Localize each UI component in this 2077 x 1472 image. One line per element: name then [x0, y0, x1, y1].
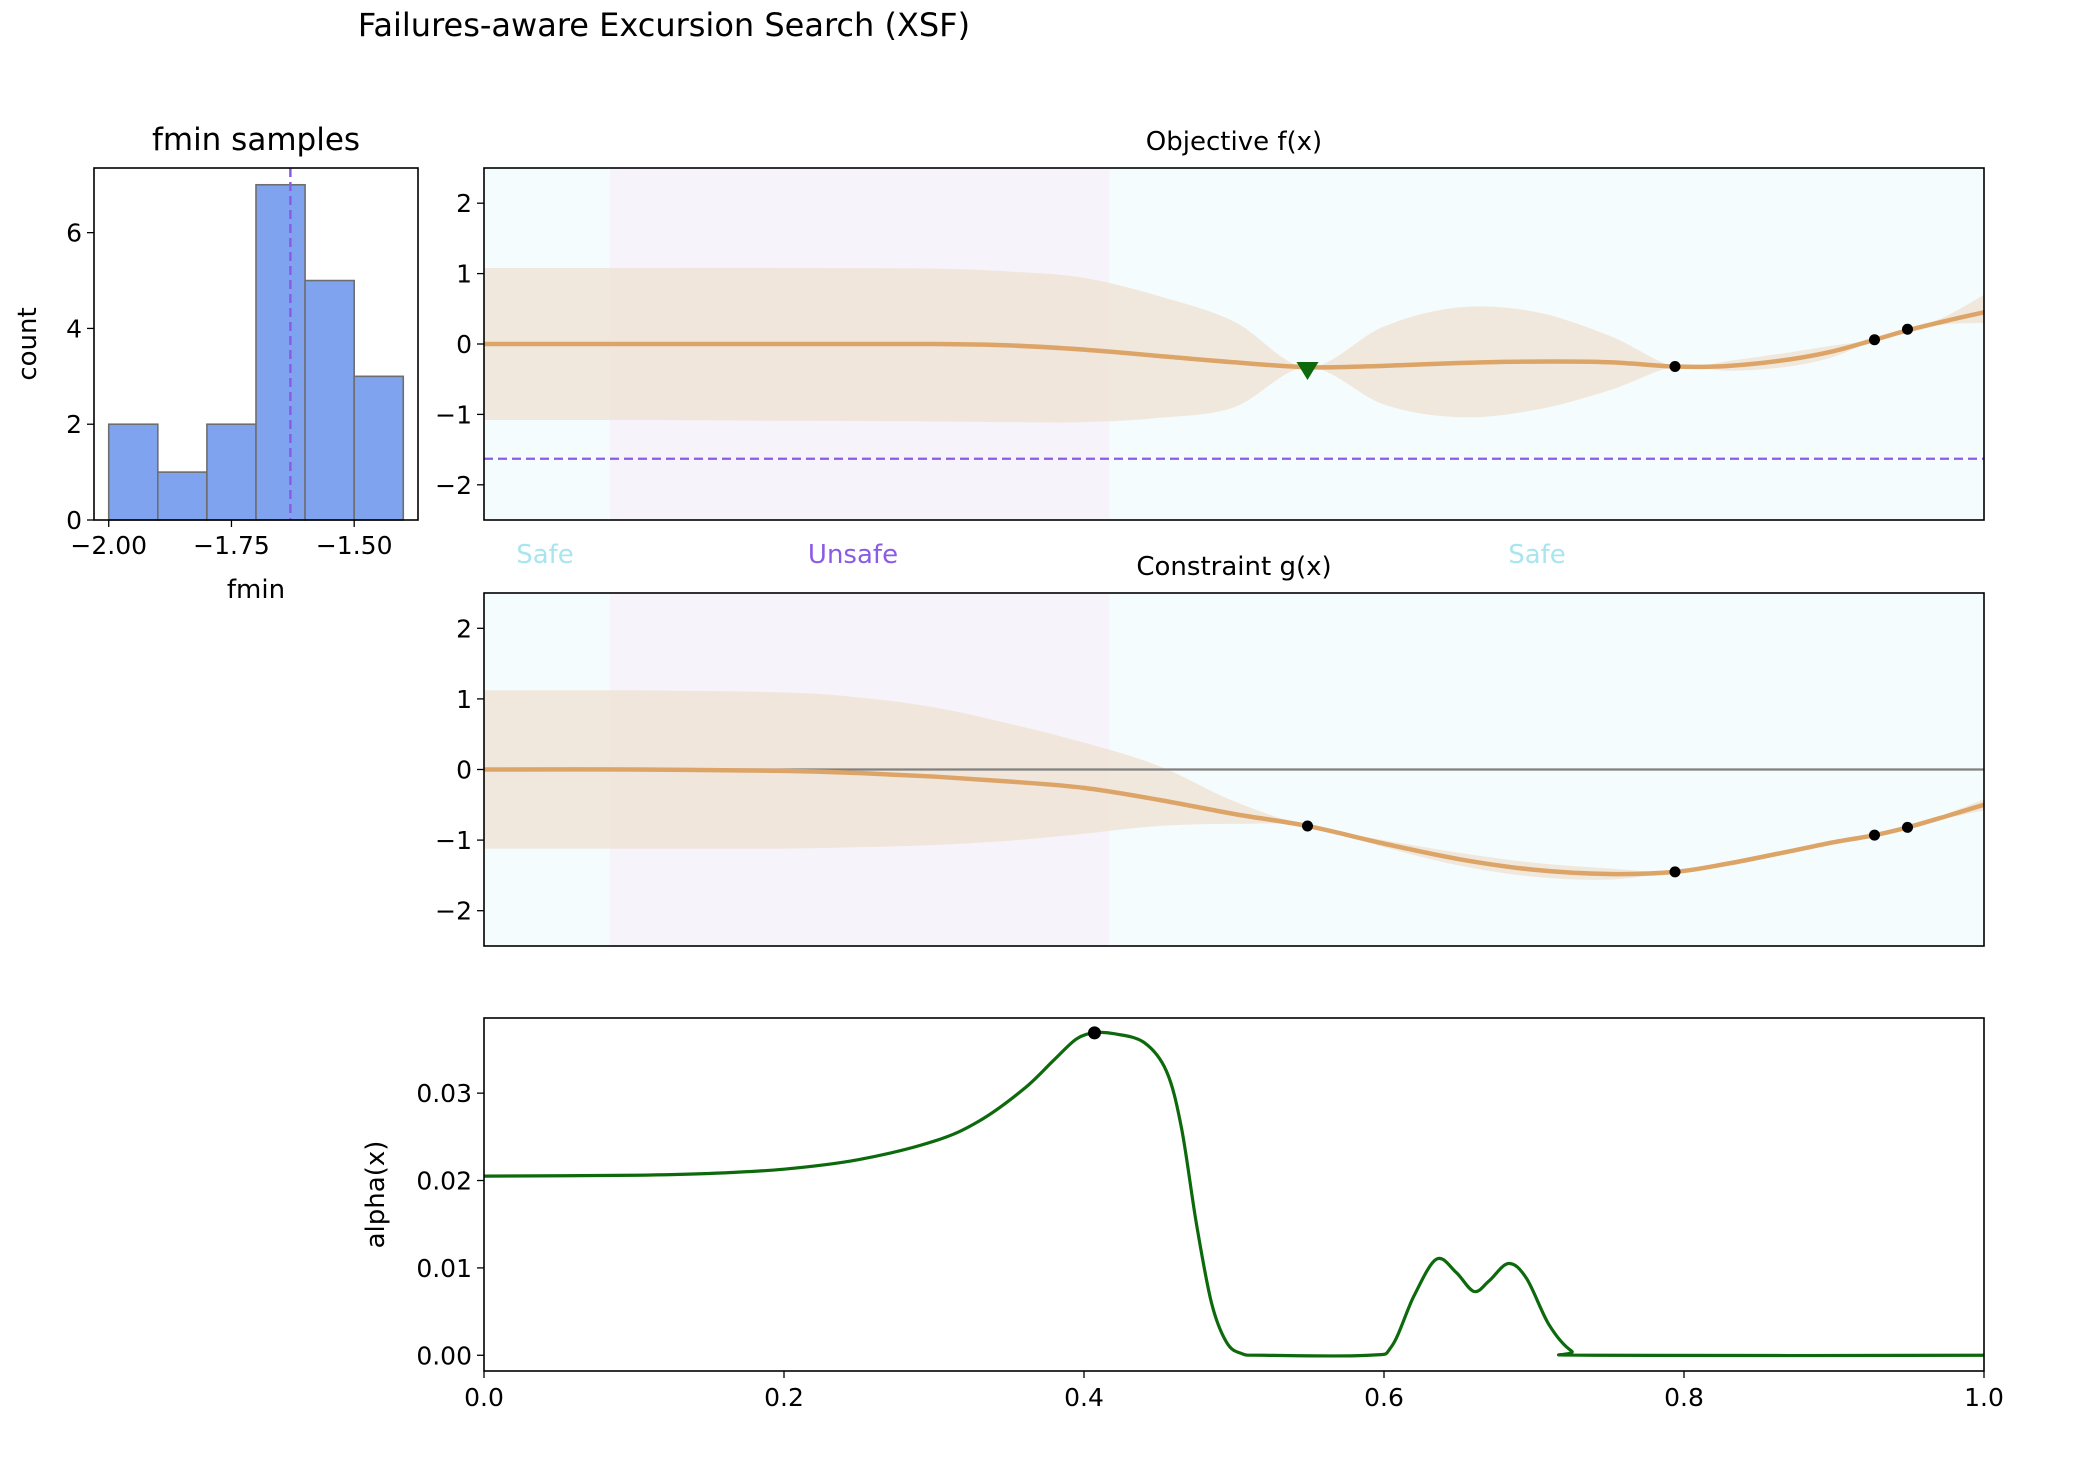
y-tick-label: 1: [456, 260, 472, 289]
y-tick-label: 0: [66, 506, 82, 535]
x-tick-label: 0.0: [464, 1383, 504, 1412]
acquisition-plot: 0.0 0.2 0.4 0.6 0.8 1.0 0.00 0.01 0.02 0.03 alpha(…: [361, 1017, 2004, 1412]
x-tick-label: −1.75: [193, 531, 270, 560]
constraint-plot: −2 −1 0 1 2 Constraint g(x): [435, 552, 1985, 947]
fmin-histogram: −2.00 −1.75 −1.50 0 2 4 6 fmin samples fmin count: [13, 122, 419, 605]
histogram-bar: [304, 279, 355, 521]
objective-plot: −2 −1 0 1 2 Objective f(x): [435, 127, 1985, 521]
y-axis-label: count: [13, 307, 43, 380]
x-tick-label: 0.4: [1064, 1383, 1104, 1412]
x-axis-label: fmin: [227, 575, 285, 605]
alpha-line: [483, 1030, 1985, 1358]
histogram-bar: [255, 183, 306, 521]
y-tick-label: 0: [456, 756, 472, 785]
confidence-band: [484, 267, 1984, 423]
y-tick-label: 2: [66, 410, 82, 439]
observation-point: [1869, 829, 1880, 841]
x-tick-label: 0.6: [1364, 1383, 1404, 1412]
figure-title: Failures-aware Excursion Search (XSF): [358, 6, 970, 44]
observation-point: [1869, 334, 1880, 346]
observation-point: [1902, 821, 1913, 833]
alpha-max-point: [1088, 1026, 1101, 1040]
y-tick-label: 6: [66, 219, 82, 248]
histogram-bar: [353, 375, 405, 521]
y-tick-label: 0.03: [416, 1079, 472, 1108]
mean-line: [484, 310, 1984, 370]
y-tick-label: 4: [66, 314, 82, 343]
y-tick-label: 0: [456, 330, 472, 359]
observation-point: [1669, 866, 1681, 878]
y-tick-label: 0.01: [416, 1254, 472, 1283]
y-tick-label: 1: [456, 685, 472, 714]
next-query-marker: [1296, 362, 1319, 381]
observation-point: [1669, 361, 1681, 373]
safe-right-label: Safe: [1508, 540, 1566, 570]
plot-area: [484, 168, 1984, 520]
unsafe-label: Unsafe: [808, 540, 898, 570]
x-tick-label: 0.2: [764, 1383, 804, 1412]
y-tick-label: 2: [456, 614, 472, 643]
safe-left-label: Safe: [516, 540, 574, 570]
confidence-band: [484, 690, 1984, 880]
x-tick-label: −1.50: [316, 531, 393, 560]
y-tick-label: −1: [435, 826, 472, 855]
histogram-bar: [107, 423, 159, 521]
x-tick-label: 1.0: [1964, 1383, 2004, 1412]
mean-line: [484, 767, 1984, 877]
plot-area: [484, 593, 1984, 946]
region-labels: Safe Unsafe Safe: [516, 540, 1566, 570]
observation-point: [1902, 323, 1913, 335]
axes-bg: [484, 1018, 1984, 1371]
axes-frame: [483, 1017, 1985, 1372]
panel-title: Constraint g(x): [1136, 552, 1331, 582]
y-tick-label: −1: [435, 400, 472, 429]
y-tick-label: −2: [435, 471, 472, 500]
y-tick-label: 0.02: [416, 1167, 472, 1196]
histogram-bar: [157, 471, 208, 521]
panel-title: Objective f(x): [1146, 127, 1322, 157]
y-axis-label: alpha(x): [361, 1141, 391, 1249]
histogram-title: fmin samples: [152, 122, 360, 158]
observation-point: [1302, 820, 1313, 832]
x-tick-label: 0.8: [1664, 1383, 1704, 1412]
histogram-bar: [206, 423, 257, 521]
y-tick-label: 0.00: [416, 1341, 472, 1370]
x-tick-label: −2.00: [70, 531, 147, 560]
y-tick-label: 2: [456, 189, 472, 218]
y-tick-label: −2: [435, 897, 472, 926]
axes-frame: [93, 167, 419, 521]
